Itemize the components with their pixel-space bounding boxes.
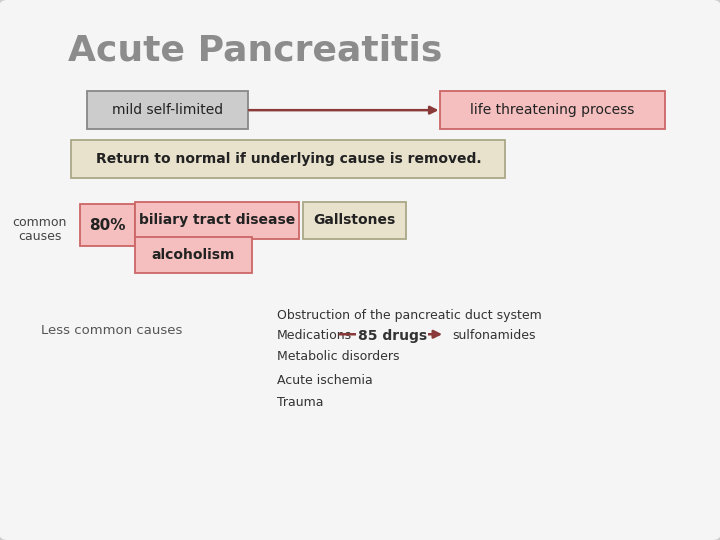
FancyBboxPatch shape xyxy=(135,237,252,273)
Text: Obstruction of the pancreatic duct system: Obstruction of the pancreatic duct syste… xyxy=(277,309,542,322)
Text: sulfonamides: sulfonamides xyxy=(452,329,536,342)
FancyBboxPatch shape xyxy=(303,202,406,239)
Text: Trauma: Trauma xyxy=(277,396,324,409)
Text: Medications: Medications xyxy=(277,329,352,342)
Text: mild self-limited: mild self-limited xyxy=(112,103,223,117)
FancyBboxPatch shape xyxy=(80,204,135,246)
Text: Acute ischemia: Acute ischemia xyxy=(277,374,373,387)
Text: Return to normal if underlying cause is removed.: Return to normal if underlying cause is … xyxy=(96,152,481,166)
Text: biliary tract disease: biliary tract disease xyxy=(138,213,295,227)
Text: Less common causes: Less common causes xyxy=(41,324,182,337)
FancyBboxPatch shape xyxy=(87,91,248,129)
Text: 85 drugs: 85 drugs xyxy=(358,329,427,343)
Text: 80%: 80% xyxy=(89,218,125,233)
FancyBboxPatch shape xyxy=(135,202,299,239)
FancyBboxPatch shape xyxy=(440,91,665,129)
Text: Metabolic disorders: Metabolic disorders xyxy=(277,350,400,363)
Text: Gallstones: Gallstones xyxy=(313,213,396,227)
Text: alcoholism: alcoholism xyxy=(152,248,235,262)
Text: Acute Pancreatitis: Acute Pancreatitis xyxy=(68,33,443,68)
Text: common
causes: common causes xyxy=(12,215,67,244)
Text: life threatening process: life threatening process xyxy=(470,103,635,117)
FancyBboxPatch shape xyxy=(71,140,505,178)
